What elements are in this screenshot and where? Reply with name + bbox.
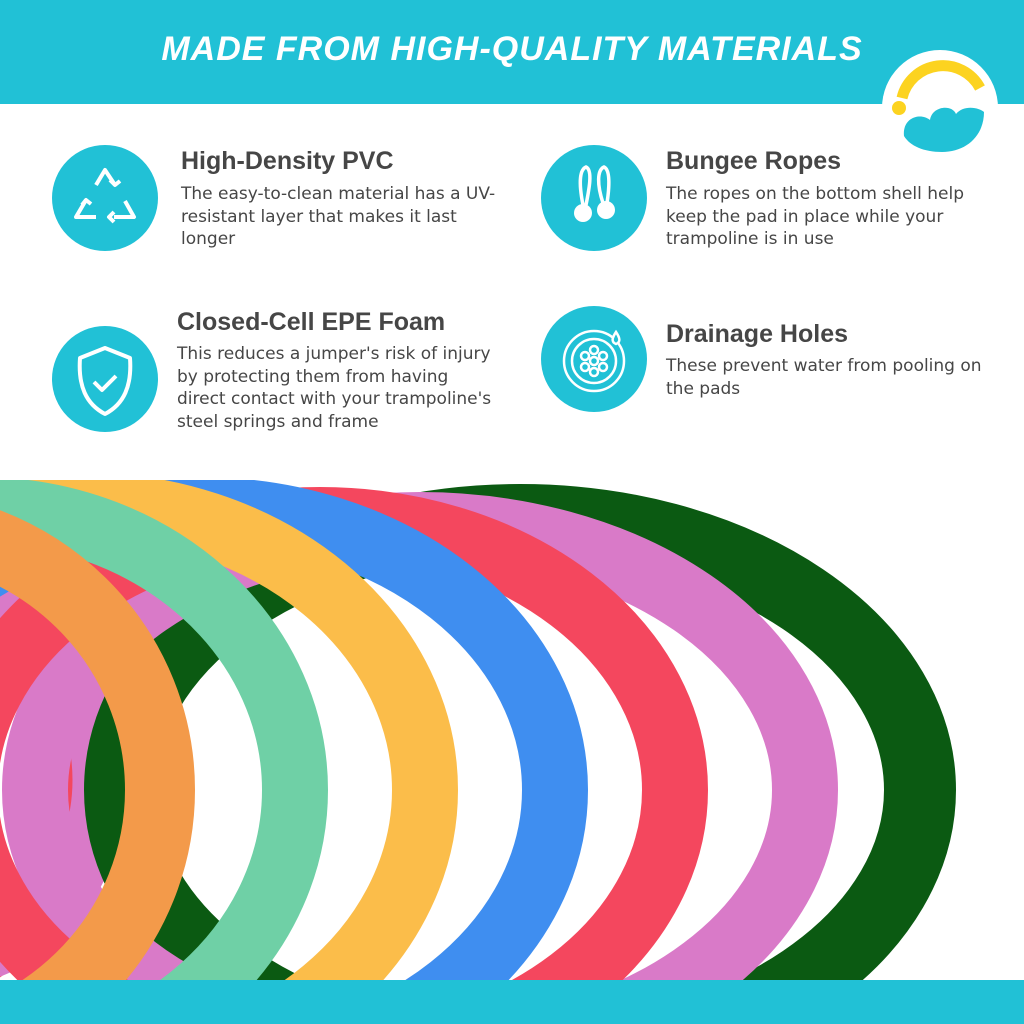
header-banner [0,0,1024,104]
feature-description: The easy-to-clean material has a UV-resi… [181,184,496,249]
feature-description: This reduces a jumper's risk of injury b… [177,344,492,432]
bungee-rope-icon [541,145,647,251]
pad-ring [0,510,195,980]
recycle-icon [52,145,158,251]
feature-title: High-Density PVC [181,147,394,175]
drainage-holes-icon [541,306,647,412]
feature-description: The ropes on the bottom shell help keep … [666,184,965,249]
shield-check-icon [52,326,158,432]
feature-description: These prevent water from pooling on the … [666,356,982,399]
feature-title: Closed-Cell EPE Foam [177,308,446,336]
feature-title: Bungee Ropes [666,147,842,175]
trampoline-pads-photo [0,480,956,980]
footer-banner [0,980,1024,1024]
feature-title: Drainage Holes [666,320,849,348]
pad-ring [0,480,328,980]
brand-logo [882,50,998,166]
page-title: MADE FROM HIGH-QUALITY MATERIALS [161,30,863,68]
